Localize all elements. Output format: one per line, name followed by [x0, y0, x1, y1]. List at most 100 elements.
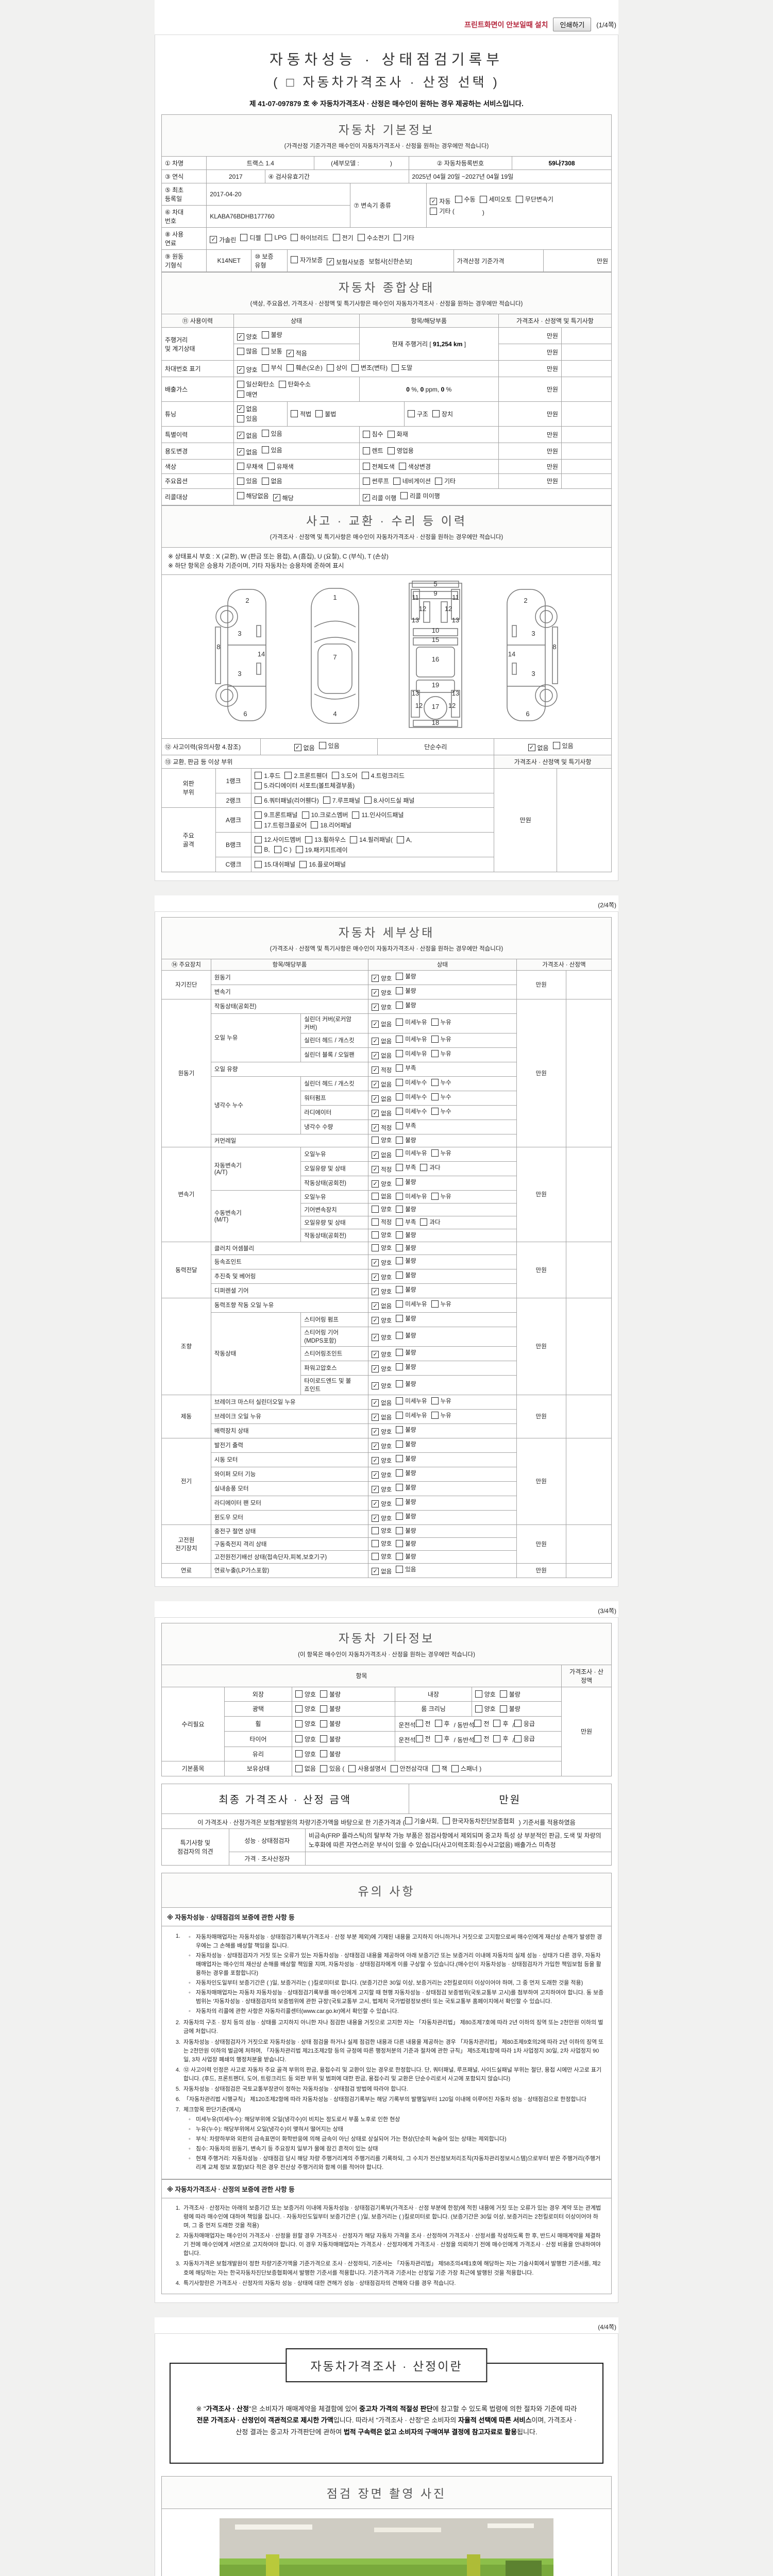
checkbox-미세누유[interactable]: 미세누유	[396, 1035, 427, 1043]
checkbox-무단변속기[interactable]: 무단변속기	[515, 195, 553, 204]
checkbox-box[interactable]	[499, 1705, 507, 1713]
checkbox-box[interactable]	[396, 1036, 404, 1043]
checkbox-양호[interactable]: ✓ 양호	[372, 1259, 392, 1267]
checkbox-box[interactable]	[434, 1735, 442, 1742]
checkbox-불량[interactable]: 불량	[396, 1331, 416, 1340]
checkbox-양호[interactable]: 양호	[372, 1527, 392, 1535]
checkbox-box[interactable]	[295, 1690, 303, 1698]
checkbox-box[interactable]	[405, 1817, 412, 1824]
checkbox-누수[interactable]: 누수	[431, 1093, 451, 1101]
checkbox-box[interactable]	[396, 1397, 404, 1404]
checkbox-불법[interactable]: 불법	[315, 410, 336, 418]
checkbox-과다[interactable]: 과다	[420, 1218, 441, 1226]
checkbox-box[interactable]	[295, 1705, 303, 1713]
checkbox-box[interactable]	[393, 234, 401, 241]
checkbox-box[interactable]	[434, 1720, 442, 1727]
checkbox-box[interactable]: ✓	[372, 1399, 379, 1406]
checkbox-불량[interactable]: 불량	[396, 1498, 416, 1506]
checkbox-box[interactable]	[320, 1720, 327, 1727]
checkbox-box[interactable]	[291, 256, 298, 263]
checkbox-box[interactable]	[396, 1050, 404, 1057]
checkbox-box[interactable]	[475, 1690, 482, 1698]
checkbox-box[interactable]	[396, 1019, 404, 1026]
checkbox-2.프론트휀더[interactable]: 2.프론트휀더	[284, 771, 328, 780]
checkbox-box[interactable]	[474, 1735, 482, 1742]
checkbox-box[interactable]: ✓	[372, 1066, 379, 1074]
checkbox-box[interactable]	[348, 1765, 356, 1772]
checkbox-box[interactable]	[255, 821, 262, 828]
checkbox-14.필러패널([interactable]: 14.필러패널(	[350, 835, 393, 844]
checkbox-양호[interactable]: ✓ 양호	[372, 1287, 392, 1296]
checkbox-box[interactable]	[396, 1332, 404, 1339]
checkbox-기타[interactable]: 기타	[434, 477, 456, 485]
checkbox-box[interactable]: ✓	[372, 1471, 379, 1479]
checkbox-box[interactable]: ✓	[372, 1515, 379, 1522]
checkbox-box[interactable]	[320, 1690, 327, 1698]
checkbox-box[interactable]	[396, 973, 404, 980]
checkbox-box[interactable]	[552, 742, 560, 749]
checkbox-미세누수[interactable]: 미세누수	[396, 1078, 427, 1087]
checkbox-없음[interactable]: ✓ 없음	[237, 404, 258, 413]
checkbox-썬루프[interactable]: 썬루프	[362, 477, 389, 485]
checkbox-불량[interactable]: 불량	[396, 1257, 416, 1265]
checkbox-없음[interactable]: 없음	[372, 1192, 392, 1200]
checkbox-기술사회,[interactable]: 기술사회,	[405, 1817, 439, 1825]
checkbox-침수[interactable]: 침수	[362, 430, 383, 438]
checkbox-19.패키지트레이[interactable]: 19.패키지트레이	[295, 845, 348, 854]
checkbox-양호[interactable]: ✓ 양호	[372, 1350, 392, 1359]
checkbox-기타 ([interactable]: 기타 (	[430, 207, 455, 215]
checkbox-box[interactable]: ✓	[372, 1166, 379, 1173]
checkbox-box[interactable]	[362, 447, 370, 454]
checkbox-box[interactable]: ✓	[273, 494, 280, 501]
checkbox-15.대쉬패널[interactable]: 15.대쉬패널	[255, 860, 295, 869]
checkbox-불량[interactable]: 불량	[396, 1380, 416, 1388]
checkbox-box[interactable]	[396, 1079, 404, 1086]
checkbox-box[interactable]	[237, 380, 244, 388]
checkbox-5.라디에이터 서포트(볼트체결부품)[interactable]: 5.라디에이터 서포트(볼트체결부품)	[255, 781, 355, 790]
checkbox-box[interactable]	[237, 347, 244, 355]
checkbox-box[interactable]	[237, 492, 244, 499]
checkbox-11.인사이드패널[interactable]: 11.인사이드패널	[352, 810, 404, 819]
checkbox-불량[interactable]: 불량	[396, 1285, 416, 1294]
checkbox-box[interactable]	[237, 477, 244, 485]
checkbox-양호[interactable]: ✓ 양호	[372, 1500, 392, 1508]
checkbox-9.프론트패널[interactable]: 9.프론트패널	[255, 810, 298, 819]
checkbox-box[interactable]	[361, 772, 369, 779]
checkbox-양호[interactable]: ✓ 양호	[372, 1180, 392, 1188]
checkbox-box[interactable]	[396, 1137, 404, 1144]
checkbox-box[interactable]	[475, 1705, 482, 1713]
checkbox-box[interactable]	[396, 1527, 404, 1534]
checkbox-있음[interactable]: 있음	[318, 741, 340, 750]
checkbox-box[interactable]	[396, 1469, 404, 1477]
checkbox-적정[interactable]: ✓ 적정	[372, 1066, 392, 1074]
checkbox-box[interactable]	[286, 364, 294, 371]
checkbox-box[interactable]	[396, 1193, 404, 1200]
checkbox-양호[interactable]: 양호	[372, 1244, 392, 1252]
checkbox-box[interactable]: ✓	[237, 405, 244, 413]
checkbox-box[interactable]: ✓	[237, 448, 244, 455]
checkbox-box[interactable]: ✓	[210, 236, 217, 243]
checkbox-양호[interactable]: ✓ 양호	[372, 1365, 392, 1373]
checkbox-불량[interactable]: 불량	[320, 1750, 341, 1758]
checkbox-영업용[interactable]: 영업용	[387, 446, 414, 455]
checkbox-box[interactable]: ✓	[430, 197, 438, 205]
checkbox-무채색[interactable]: 무채색	[237, 462, 263, 471]
checkbox-적법[interactable]: 적법	[291, 410, 311, 418]
checkbox-불량[interactable]: 불량	[320, 1690, 341, 1699]
checkbox-box[interactable]	[393, 477, 400, 485]
checkbox-box[interactable]	[237, 391, 244, 398]
checkbox-있음[interactable]: 있음	[552, 741, 574, 750]
checkbox-6.쿼터패널(리어휀다)[interactable]: 6.쿼터패널(리어휀다)	[255, 796, 319, 805]
checkbox-많음[interactable]: 많음	[237, 347, 258, 355]
checkbox-box[interactable]	[396, 1566, 404, 1573]
checkbox-불량[interactable]: 불량	[396, 1178, 416, 1186]
checkbox-box[interactable]: ✓	[372, 1288, 379, 1295]
checkbox-box[interactable]: ✓	[372, 1414, 379, 1421]
checkbox-미세누유[interactable]: 미세누유	[396, 1300, 427, 1308]
checkbox-box[interactable]	[396, 1108, 404, 1115]
checkbox-box[interactable]	[372, 1206, 379, 1213]
checkbox-box[interactable]	[514, 1720, 522, 1727]
checkbox-box[interactable]	[396, 1300, 404, 1308]
checkbox-box[interactable]	[396, 1064, 404, 1072]
checkbox-box[interactable]: ✓	[528, 744, 535, 751]
